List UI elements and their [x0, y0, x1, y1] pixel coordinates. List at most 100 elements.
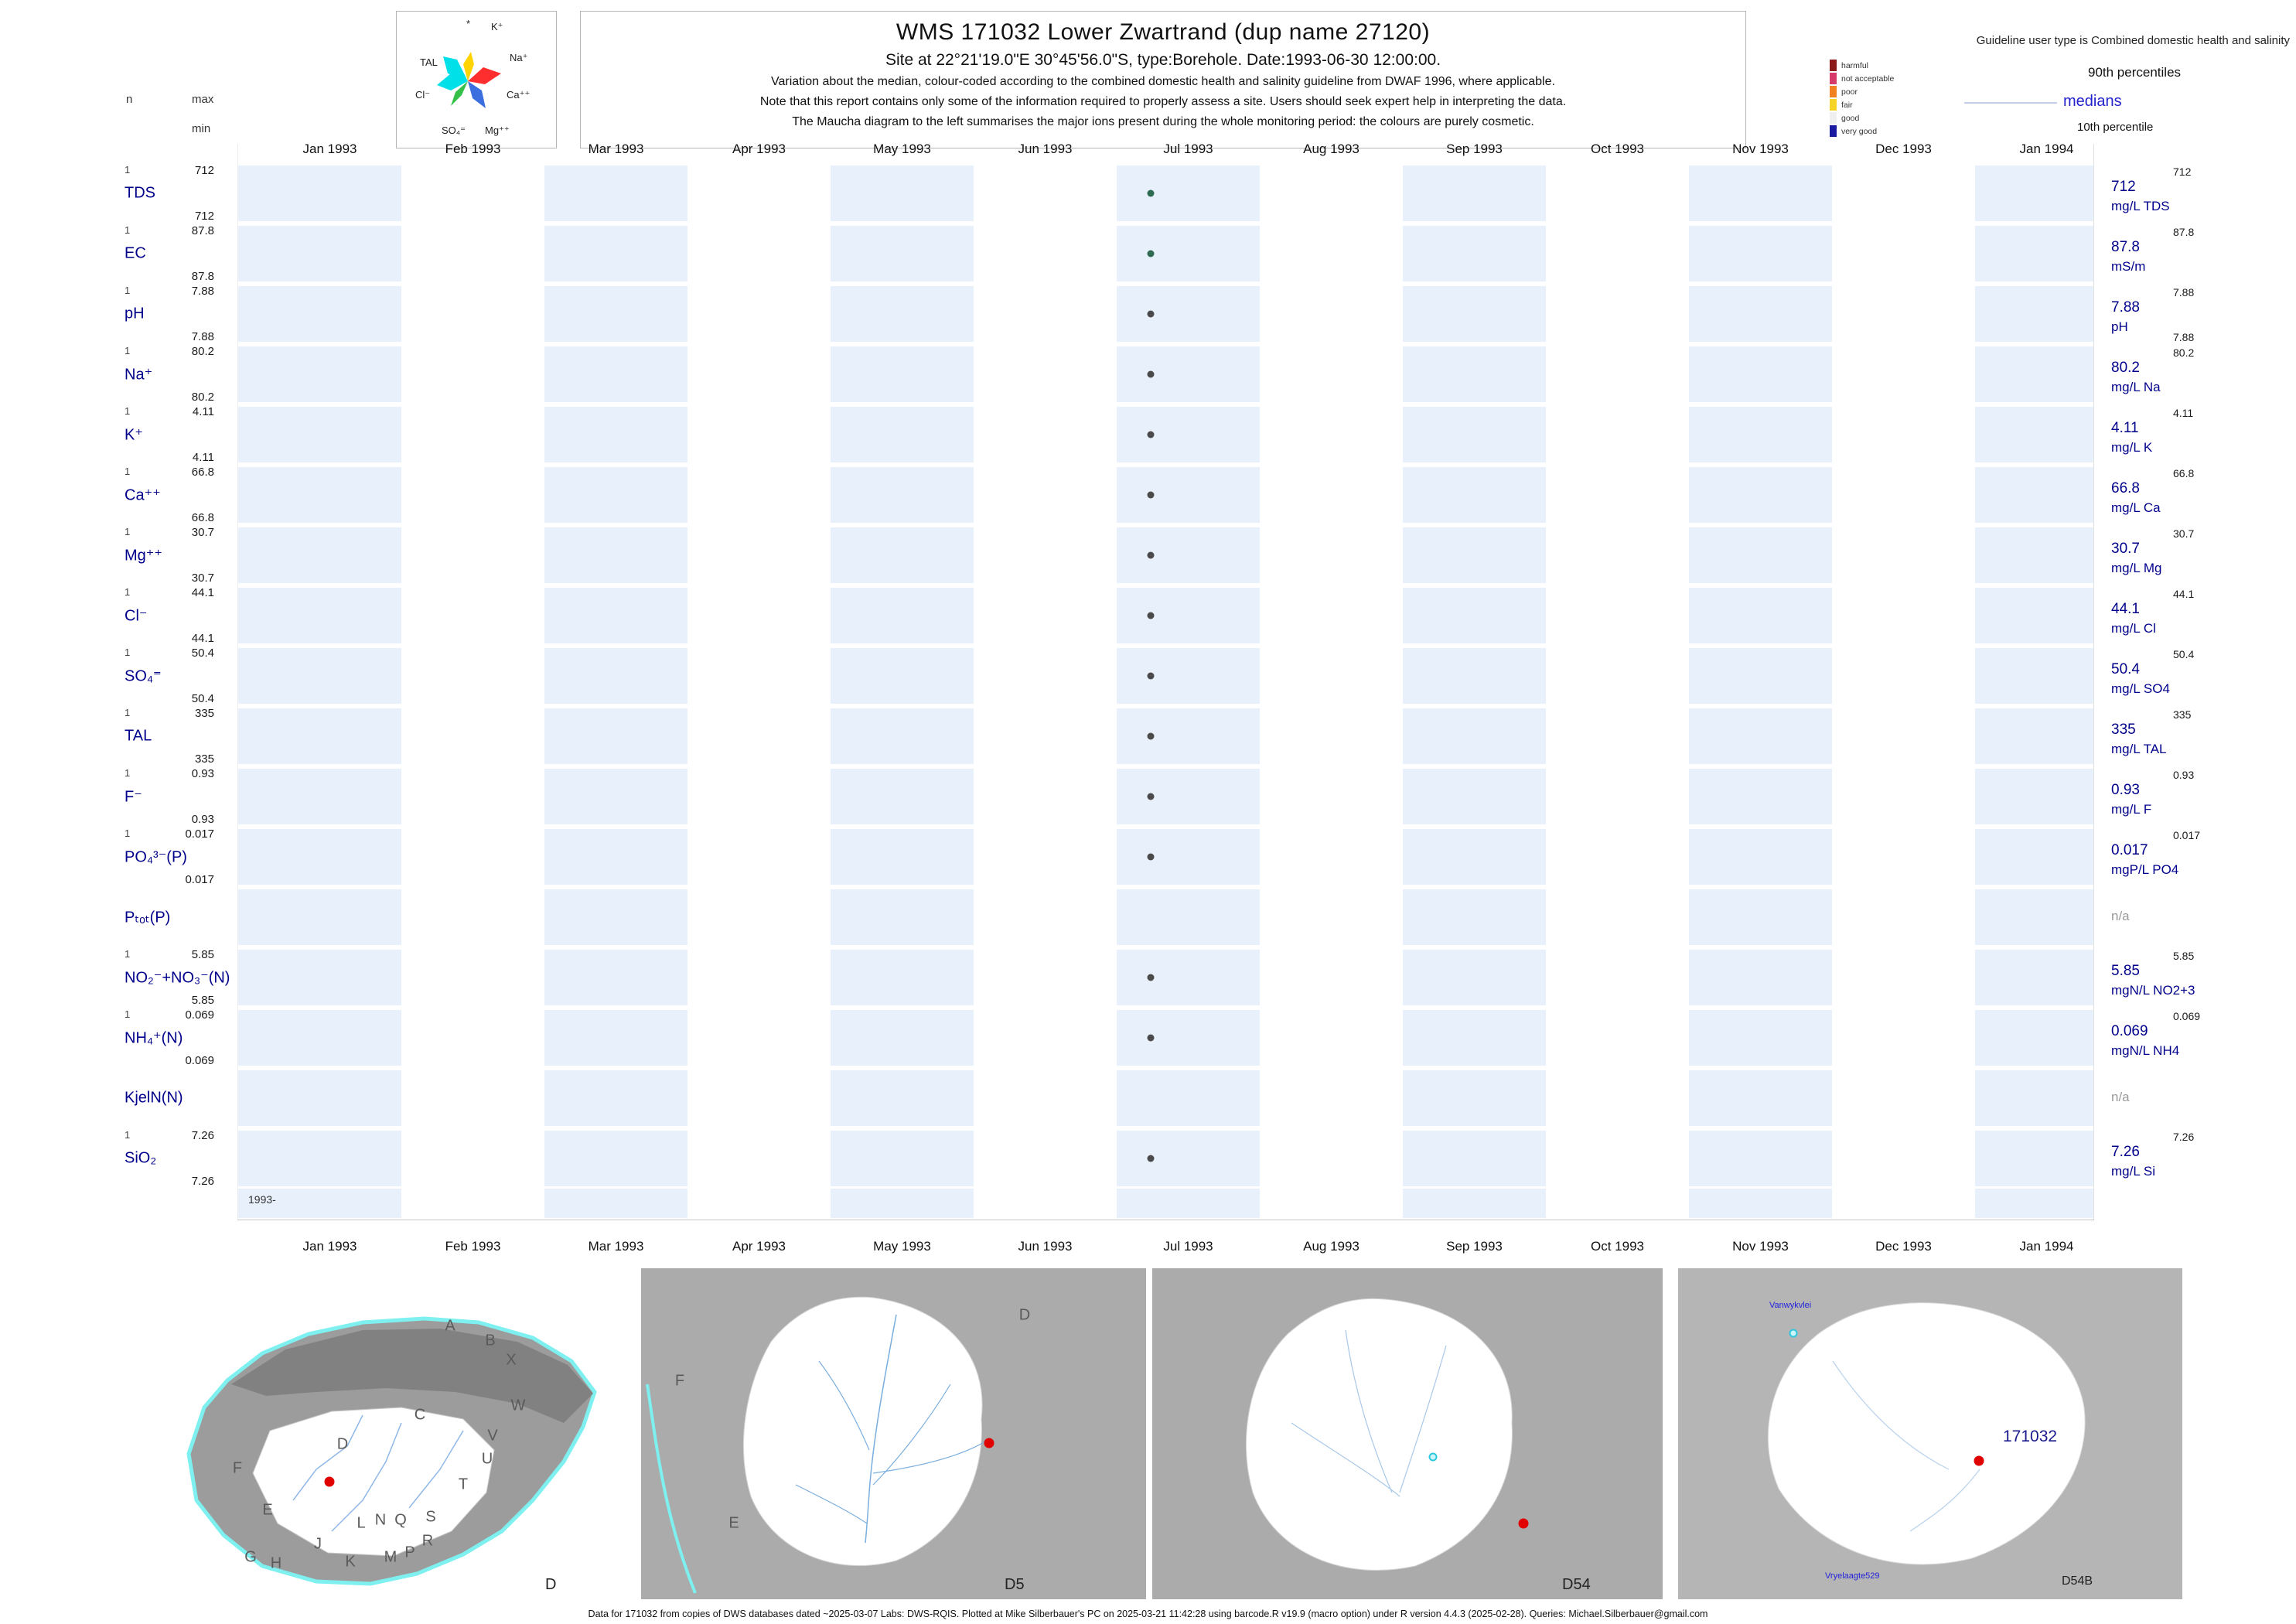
parameter-name: Na⁺ — [125, 366, 153, 384]
parameter-row: 1 44.1 Cl⁻ 44.1 44.1 44.1 mg/L Cl — [0, 585, 2296, 646]
region-letter: R — [421, 1532, 434, 1550]
row-left-labels: 1 0.069 NH₄⁺(N) 0.069 — [120, 1008, 237, 1068]
month-label: May 1993 — [873, 142, 931, 156]
row-left-labels: 1 30.7 Mg⁺⁺ 30.7 — [120, 525, 237, 585]
region-letter: B — [485, 1332, 496, 1349]
region-letter: V — [487, 1427, 498, 1445]
parameter-name: EC — [125, 244, 146, 262]
month-label: Jul 1993 — [1163, 1239, 1213, 1254]
guideline-color-swatch — [1830, 112, 1837, 124]
parameter-name: PO₄³⁻(P) — [125, 848, 187, 866]
guideline-level: harmful — [1830, 59, 1894, 72]
row-right-values: 5.85 5.85 mgN/L NO2+3 — [2100, 947, 2296, 1008]
min-value: 712 — [194, 210, 214, 223]
d54b-map-image — [1678, 1268, 2182, 1599]
month-label: Oct 1993 — [1591, 1239, 1644, 1254]
month-label: Apr 1993 — [732, 1239, 786, 1254]
region-letter: M — [384, 1548, 397, 1566]
place-label-bottom: Vryelaagte529 — [1825, 1571, 1880, 1581]
time-axis-bottom: Jan 1993 Feb 1993 Mar 1993 Apr 1993 May 1993… — [237, 1239, 2093, 1256]
unit-label: mg/L TAL — [2111, 742, 2167, 756]
median-value: 4.11 — [2111, 420, 2139, 436]
row-left-labels: 1 335 TAL 335 — [120, 706, 237, 766]
parameter-row: 1 335 TAL 335 335 335 mg/L TAL — [0, 706, 2296, 766]
min-value: 335 — [194, 752, 214, 766]
guideline-level-label: harmful — [1841, 60, 1869, 70]
month-label: Jul 1993 — [1163, 142, 1213, 156]
timeseries-strip — [237, 648, 2093, 704]
map-region-d5: D F E D5 — [641, 1268, 1146, 1599]
row-left-labels: 1 7.88 pH 7.88 — [120, 284, 237, 344]
guideline-color-swatch — [1830, 125, 1837, 137]
maucha-ion-label: Ca⁺⁺ — [507, 89, 531, 101]
sample-count: 1 — [125, 466, 131, 477]
guideline-level: very good — [1830, 125, 1894, 138]
sample-count: 1 — [125, 707, 131, 718]
parameter-name: NH₄⁺(N) — [125, 1029, 183, 1047]
month-label: Sep 1993 — [1446, 1239, 1503, 1254]
parameter-row: 1 7.26 SiO₂ 7.26 7.26 7.26 mg/L Si — [0, 1128, 2296, 1189]
plot-right-border — [2093, 144, 2094, 1220]
month-label: Jun 1993 — [1018, 142, 1073, 156]
sample-count: 1 — [125, 224, 131, 236]
guideline-level-label: not acceptable — [1841, 73, 1895, 84]
unit-label: mg/L Si — [2111, 1164, 2156, 1179]
region-letter: A — [445, 1317, 455, 1335]
p90-value: 712 — [2173, 165, 2192, 178]
timeseries-strip — [237, 829, 2093, 885]
parameter-row: 1 87.8 EC 87.8 87.8 87.8 mS/m — [0, 223, 2296, 284]
p90-legend-label: 90th percentiles — [2088, 65, 2182, 80]
unit-label: mg/L SO4 — [2111, 681, 2170, 696]
median-value: 7.26 — [2111, 1144, 2140, 1160]
site-marker-dot — [984, 1438, 994, 1448]
parameter-row: 1 80.2 Na⁺ 80.2 80.2 80.2 mg/L Na — [0, 344, 2296, 404]
min-value: 30.7 — [191, 571, 214, 585]
row-right-values: 50.4 50.4 mg/L SO4 — [2100, 646, 2296, 706]
parameter-row: KjelN(N) n/a — [0, 1068, 2296, 1128]
region-letter: D — [336, 1435, 349, 1453]
parameter-name: SiO₂ — [125, 1149, 157, 1167]
data-point — [1147, 491, 1155, 499]
median-legend-label: medians — [2063, 93, 2122, 110]
sample-count: 1 — [125, 345, 131, 357]
parameter-name: pH — [125, 305, 145, 322]
guideline-level: not acceptable — [1830, 72, 1894, 85]
site-marker-dot — [324, 1476, 335, 1487]
p90-value: 7.88 — [2173, 286, 2195, 299]
row-right-values: 7.88 7.88 pH 7.88 — [2100, 284, 2296, 344]
min-value: 7.26 — [191, 1175, 214, 1188]
year-tick-label: 1993- — [248, 1193, 276, 1206]
parameter-row: 1 0.93 F⁻ 0.93 0.93 0.93 mg/L F — [0, 766, 2296, 827]
region-letter: H — [270, 1554, 282, 1572]
timeseries-strip — [237, 889, 2093, 945]
page-title: WMS 171032 Lower Zwartrand (dup name 271… — [896, 19, 1431, 45]
region-letter: W — [510, 1397, 526, 1414]
timeseries-strip — [237, 1010, 2093, 1066]
timeseries-strip — [237, 708, 2093, 764]
maucha-ion-label: K⁺ — [491, 21, 503, 32]
parameter-row: 1 30.7 Mg⁺⁺ 30.7 30.7 30.7 mg/L Mg — [0, 525, 2296, 585]
header-note: Note that this report contains only some… — [759, 95, 1567, 108]
min-value: 0.93 — [191, 813, 214, 826]
min-value: 44.1 — [191, 632, 214, 645]
region-letter: E — [262, 1501, 273, 1519]
parameter-name: Mg⁺⁺ — [125, 547, 162, 565]
unit-label: mg/L K — [2111, 440, 2153, 455]
month-label: Nov 1993 — [1732, 1239, 1789, 1254]
maucha-ion-label: * — [466, 18, 471, 29]
month-label: Jan 1993 — [302, 1239, 357, 1254]
p90-value: 80.2 — [2173, 346, 2195, 359]
parameter-name: Pₜₒₜ(P) — [125, 909, 171, 926]
parameter-name: F⁻ — [125, 788, 142, 806]
header-note: Variation about the median, colour-coded… — [771, 75, 1555, 88]
site-subtitle: Site at 22°21'19.0"E 30°45'56.0"S, type:… — [885, 51, 1441, 69]
median-value: 7.88 — [2111, 299, 2140, 316]
guideline-color-swatch — [1830, 86, 1837, 97]
parameter-rows: 1 712 TDS 712 712 712 mg/L TDS 1 87.8 EC… — [0, 163, 2296, 1189]
region-letter: K — [345, 1553, 356, 1571]
guideline-title: Guideline user type is Combined domestic… — [1976, 34, 2290, 47]
plot-left-border — [237, 144, 238, 1220]
guideline-color-swatch — [1830, 73, 1837, 84]
sample-count: 1 — [125, 285, 131, 296]
